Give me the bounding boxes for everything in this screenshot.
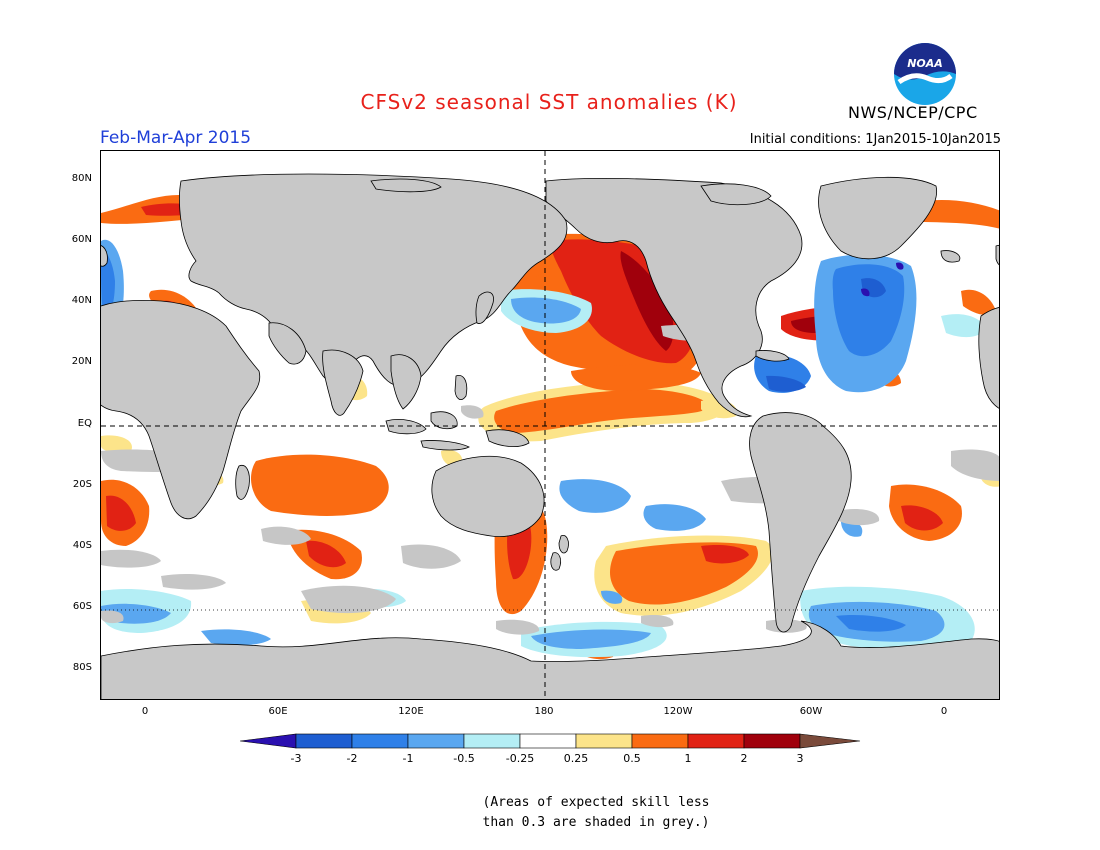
agency-label: NWS/NCEP/CPC: [848, 103, 978, 122]
skill-note-line-2: than 0.3 are shaded in grey.): [482, 815, 710, 830]
colorbar-seg-1-2: [687, 733, 745, 749]
land-arctic-islands: [700, 183, 772, 206]
colorbar-seg-minus1-minus05: [407, 733, 465, 749]
colorbar-seg-2-3: [743, 733, 801, 749]
land-svalbard-fj: [370, 178, 442, 193]
initial-conditions-label: Initial conditions: 1Jan2015-10Jan2015: [749, 132, 1001, 147]
colorbar-label-minus2: -2: [346, 752, 358, 765]
season-label: Feb-Mar-Apr 2015: [100, 128, 252, 148]
colorbar-label-1: 1: [684, 752, 692, 765]
colorbar-seg-05-1: [631, 733, 689, 749]
map-title-text: CFSv2 seasonal SST anomalies (K): [360, 90, 738, 114]
skill-note: (Areas of expected skill less than 0.3 a…: [0, 793, 1100, 833]
lat-label-80s: 80S: [72, 662, 92, 673]
land-philippines: [454, 374, 468, 400]
lat-label-60s: 60S: [72, 601, 92, 612]
colorbar-label-minus05: -0.5: [453, 752, 475, 765]
lon-label-0-east: 0: [940, 706, 948, 717]
sst-anomaly-map: [100, 150, 1000, 700]
colorbar-seg-minus05-minus025: [463, 733, 521, 749]
colorbar-label-2: 2: [740, 752, 748, 765]
lat-label-40n: 40N: [71, 295, 92, 306]
land-arabia: [268, 322, 307, 365]
colorbar-label-minus1: -1: [402, 752, 414, 765]
lat-label-eq: EQ: [77, 418, 92, 429]
land-cuba: [755, 350, 790, 362]
colorbar-label-minus3: -3: [290, 752, 302, 765]
map-title: CFSv2 seasonal SST anomalies (K): [0, 90, 1100, 114]
lon-label-120e: 120E: [398, 706, 424, 717]
colorbar-label-minus025: -0.25: [505, 752, 535, 765]
lon-label-120w: 120W: [663, 706, 693, 717]
land-japan: [475, 291, 494, 324]
land-south-america: [749, 412, 852, 633]
lat-label-20s: 20S: [72, 479, 92, 490]
lat-label-60n: 60N: [71, 234, 92, 245]
lat-label-20n: 20N: [71, 356, 92, 367]
land-australia: [431, 455, 545, 538]
land-madagascar: [235, 464, 250, 500]
land-nz-north: [558, 534, 569, 554]
land-africa: [101, 299, 261, 520]
colorbar-seg-025-05: [575, 733, 633, 749]
lat-label-80n: 80N: [71, 173, 92, 184]
noaa-logo: NOAA: [894, 43, 956, 105]
land-indochina: [390, 354, 422, 410]
land-africa-wrap: [978, 307, 999, 409]
colorbar-seg-lt-minus3: [240, 733, 297, 749]
colorbar-label-3: 3: [796, 752, 804, 765]
lat-label-40s: 40S: [72, 540, 92, 551]
land-sumatra: [385, 419, 427, 435]
colorbar-label-025: 0.25: [563, 752, 589, 765]
colorbar: [240, 733, 861, 749]
lon-label-60e: 60E: [268, 706, 288, 717]
colorbar-label-05: 0.5: [623, 752, 641, 765]
land-india: [322, 349, 364, 416]
land-java: [420, 440, 470, 451]
land-new-guinea: [485, 429, 530, 447]
colorbar-seg-neutral: [519, 733, 577, 749]
land-eurasia: [179, 173, 568, 387]
lon-label-180: 180: [534, 706, 554, 717]
colorbar-seg-minus2-minus1: [351, 733, 409, 749]
cold-anomaly-layer: [101, 239, 986, 658]
land-uk-east: [995, 244, 999, 266]
land-greenland: [818, 176, 938, 260]
lon-label-60w: 60W: [799, 706, 823, 717]
land-nz-south: [550, 552, 561, 571]
skill-note-line-1: (Areas of expected skill less: [482, 795, 710, 810]
colorbar-seg-gt-3: [799, 733, 861, 749]
lon-label-0: 0: [141, 706, 149, 717]
land-north-america: [545, 177, 803, 418]
land-antarctica: [101, 620, 999, 699]
land-iceland: [940, 250, 961, 263]
map-canvas: [101, 151, 999, 699]
land-layer: [101, 173, 999, 699]
land-uk: [101, 245, 108, 267]
colorbar-seg-minus3-minus2: [295, 733, 353, 749]
noaa-logo-text: NOAA: [907, 57, 943, 70]
